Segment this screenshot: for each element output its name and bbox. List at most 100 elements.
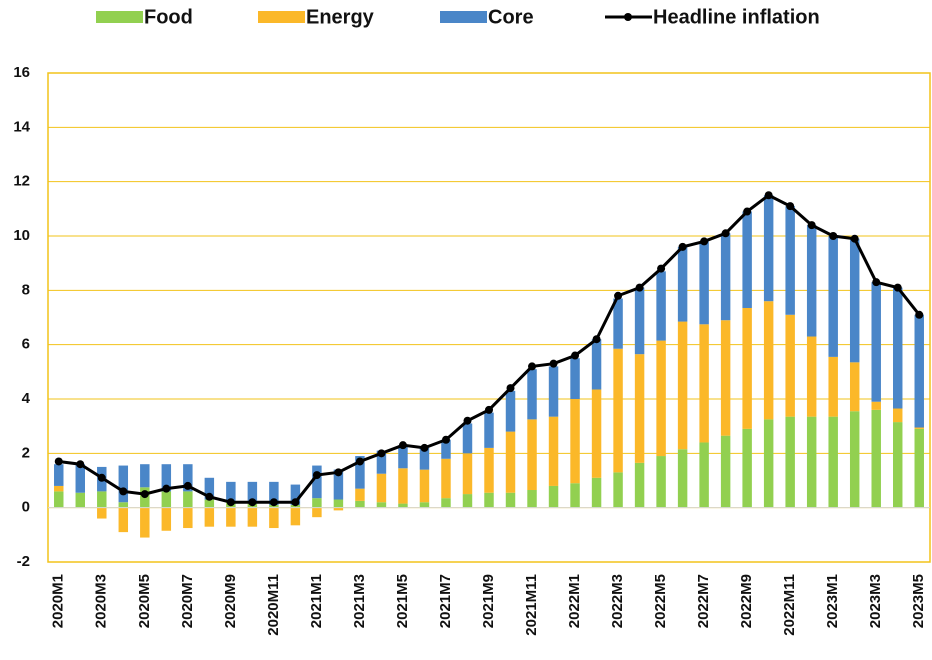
bar [505,431,516,493]
x-tick-label: 2020M9 [222,574,239,628]
x-tick-label: 2020M1 [50,574,67,628]
bar [441,458,451,499]
line-marker [678,242,687,251]
bar [161,464,172,492]
legend-swatch [96,11,143,23]
line-marker [571,351,580,360]
bar [54,464,64,486]
line-marker [721,229,730,238]
bar [290,507,301,526]
line-marker [205,492,214,501]
legend-swatch [258,11,305,23]
x-tick-label: 2022M1 [566,574,583,628]
bar [183,507,193,529]
bar [54,485,64,492]
bar [806,336,817,417]
bar [269,504,279,508]
bar [333,507,344,511]
x-tick-label: 2022M3 [609,574,626,628]
line-marker [226,498,235,507]
line-marker [807,221,816,230]
bar [484,492,494,508]
bar [441,498,451,508]
bar [677,449,688,508]
x-tick-label: 2021M11 [523,574,540,636]
bar [656,340,666,457]
line-marker [743,207,752,216]
bar [333,469,344,500]
line-marker [764,191,773,200]
line-marker [355,457,364,466]
line-marker [872,278,881,287]
line-marker [248,498,257,507]
bar [376,473,387,503]
x-tick-label: 2022M9 [738,574,755,628]
bar [183,464,193,492]
bar [785,314,795,417]
legend-label: Energy [306,6,375,28]
bar [97,507,107,519]
line-marker [291,498,300,507]
x-tick-label: 2023M3 [867,574,884,628]
plot-border [47,72,931,563]
bar [419,447,430,470]
bar [75,464,86,493]
bar [269,507,279,529]
line-marker [506,384,515,393]
y-tick-label: 16 [13,64,30,81]
bar [355,456,365,489]
x-tick-label: 2023M5 [910,574,927,628]
bar [226,481,236,503]
x-tick-label: 2021M3 [351,574,368,628]
x-tick-label: 2022M11 [781,574,798,636]
bar [656,271,666,341]
line-marker [592,335,601,344]
bar [290,484,301,505]
bar [548,485,559,508]
line-marker [829,232,838,240]
line-marker [549,359,558,368]
line-marker [420,443,429,452]
line-marker [700,237,709,246]
bar [97,491,107,508]
legend-marker [624,13,632,21]
bar [742,428,752,508]
bar [613,348,623,473]
bar [634,354,645,463]
bar [312,498,322,508]
bar [591,389,602,478]
bar [806,416,817,508]
x-tick-label: 2021M5 [394,574,411,628]
bar [871,401,881,410]
x-tick-label: 2023M1 [824,574,841,628]
line-marker [140,490,149,499]
y-tick-label: 14 [13,118,30,135]
bar [828,416,838,508]
bar [247,507,258,527]
bar [828,236,838,357]
bar [118,502,129,508]
bar [290,504,301,508]
bar [462,453,473,495]
bar [441,439,451,459]
bar [892,287,903,409]
bar [118,507,129,533]
bar [54,491,64,508]
line-marker [398,441,407,450]
bar [204,499,215,508]
y-tick-label: 10 [13,227,30,244]
line-marker [269,498,278,507]
bar [527,490,537,508]
x-tick-label: 2022M5 [652,574,669,628]
bar [634,462,645,508]
bar [505,390,516,432]
x-tick-label: 2020M7 [179,574,196,628]
bar [613,298,623,349]
bar [871,282,881,402]
y-tick-label: 6 [22,336,30,353]
bar [355,500,365,508]
bar [484,412,494,448]
bar [849,411,860,508]
line-marker [915,310,924,319]
